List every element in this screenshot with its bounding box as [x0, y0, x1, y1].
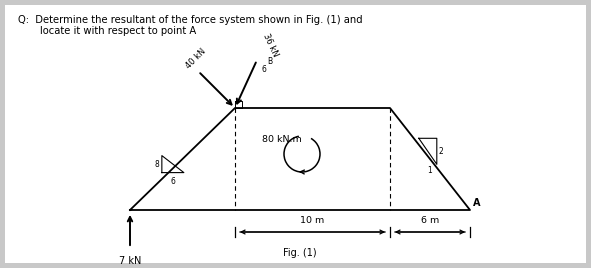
Text: locate it with respect to point A: locate it with respect to point A [18, 26, 196, 36]
Text: 2: 2 [439, 147, 444, 156]
Text: 8: 8 [154, 160, 159, 169]
Text: 1: 1 [427, 166, 432, 175]
Text: 6 m: 6 m [421, 216, 439, 225]
Text: 6: 6 [170, 177, 176, 186]
Text: Q:  Determine the resultant of the force system shown in Fig. (1) and: Q: Determine the resultant of the force … [18, 15, 363, 25]
Text: 80 kN.m: 80 kN.m [262, 135, 302, 143]
Text: B: B [267, 57, 272, 65]
Text: 6: 6 [262, 65, 267, 75]
Text: 40 kN: 40 kN [184, 47, 208, 70]
Text: 10 m: 10 m [300, 216, 324, 225]
Text: 7 kN: 7 kN [119, 256, 141, 266]
Text: 36 kN: 36 kN [261, 32, 280, 58]
Text: A: A [473, 198, 480, 208]
Text: Fig. (1): Fig. (1) [283, 248, 317, 258]
